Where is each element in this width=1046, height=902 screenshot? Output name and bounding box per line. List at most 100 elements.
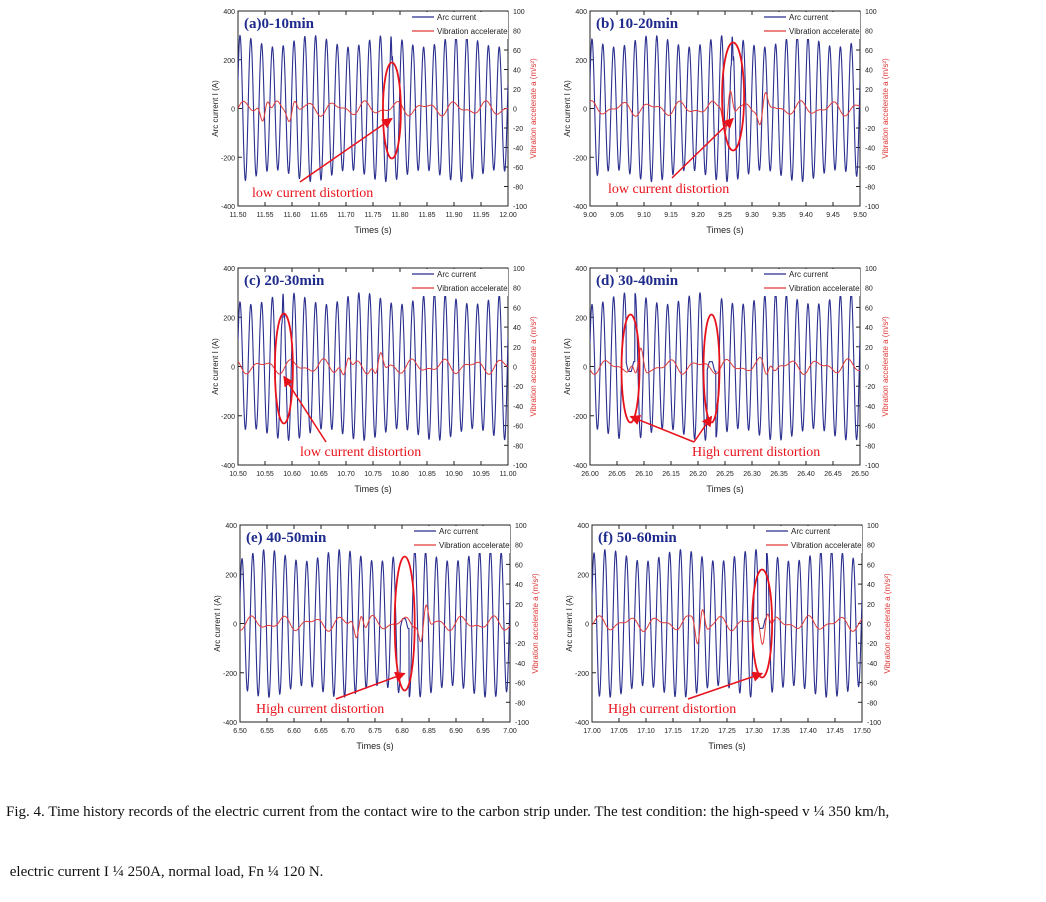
legend-arc-label: Arc current: [437, 270, 477, 279]
x-tick-label: 26.20: [689, 471, 707, 478]
vibration-line: [238, 352, 508, 376]
x-tick-label: 7.00: [503, 728, 517, 735]
y-left-tick-label: 400: [577, 523, 589, 530]
x-tick-label: 11.65: [311, 212, 328, 219]
x-tick-label: 17.10: [637, 728, 655, 735]
y-left-axis-label: Arc current I (A): [211, 338, 220, 395]
x-tick-label: 10.80: [391, 471, 409, 478]
y-right-tick-label: -60: [513, 424, 523, 431]
chart-panel-3: 10.50 10.55 10.60 10.65 10.70 10.75 10.80 10.85…: [211, 266, 538, 494]
arc-current-line: [238, 292, 508, 442]
y-right-tick-label: 60: [865, 305, 873, 312]
x-tick-label: 17.15: [664, 728, 682, 735]
x-tick-label: 26.45: [824, 471, 842, 478]
y-right-tick-label: -20: [867, 641, 877, 648]
y-left-tick-label: 0: [583, 107, 587, 114]
y-right-tick-label: 20: [513, 345, 521, 352]
y-left-tick-label: 400: [575, 266, 587, 273]
legend-arc-label: Arc current: [789, 13, 829, 22]
y-right-tick-label: 20: [867, 602, 875, 609]
y-right-tick-label: 20: [513, 87, 521, 94]
x-tick-label: 11.60: [284, 212, 301, 219]
y-right-tick-label: 60: [865, 48, 873, 55]
x-tick-label: 26.25: [716, 471, 734, 478]
caption-line-1: Fig. 4. Time history records of the elec…: [6, 804, 890, 820]
x-axis-label: Times (s): [354, 484, 391, 494]
y-left-tick-label: 200: [575, 58, 587, 65]
y-right-tick-label: 40: [513, 325, 521, 332]
legend-arc-label: Arc current: [437, 13, 477, 22]
y-right-axis-label: Vibration accelerate a (m/s²): [529, 316, 538, 417]
x-tick-label: 11.80: [392, 212, 409, 219]
y-left-tick-label: 200: [225, 572, 237, 579]
y-left-tick-label: 0: [233, 622, 237, 629]
annotation-arrow: [283, 375, 327, 443]
x-tick-label: 26.00: [581, 471, 599, 478]
legend-vib-label: Vibration accelerate: [789, 284, 860, 293]
y-right-tick-label: 100: [865, 266, 877, 273]
x-tick-label: 26.30: [743, 471, 761, 478]
y-right-tick-label: -80: [865, 185, 875, 192]
annotation-arrow: [687, 671, 764, 700]
y-right-tick-label: -20: [865, 126, 875, 133]
y-right-tick-label: -40: [513, 146, 523, 153]
x-tick-label: 11.75: [365, 212, 382, 219]
arc-current-line: [592, 548, 862, 698]
y-right-tick-label: 0: [513, 107, 517, 114]
vibration-line: [590, 347, 860, 375]
x-tick-label: 9.40: [799, 212, 813, 219]
x-tick-label: 6.90: [449, 728, 463, 735]
legend-arc-label: Arc current: [439, 527, 479, 536]
y-left-tick-label: 400: [223, 9, 235, 16]
x-tick-label: 6.75: [368, 728, 382, 735]
legend-vib-label: Vibration accelerate: [439, 541, 510, 550]
y-right-tick-label: -100: [867, 720, 881, 727]
y-right-tick-label: -60: [513, 165, 523, 172]
x-tick-label: 17.50: [853, 728, 871, 735]
y-left-axis-label: Arc current I (A): [565, 595, 574, 652]
annotation-arrow: [299, 117, 393, 183]
y-right-tick-label: 20: [865, 87, 873, 94]
distortion-ellipse: [273, 312, 294, 425]
x-tick-label: 26.35: [770, 471, 788, 478]
x-tick-label: 10.60: [283, 471, 301, 478]
x-tick-label: 9.35: [772, 212, 786, 219]
x-tick-label: 17.40: [799, 728, 817, 735]
x-tick-label: 12.00: [499, 212, 517, 219]
y-left-tick-label: 0: [231, 365, 235, 372]
y-right-tick-label: -40: [513, 404, 523, 411]
x-tick-label: 9.00: [583, 212, 597, 219]
x-tick-label: 11.85: [419, 212, 436, 219]
caption-line-2: electric current I ¼ 250A, normal load, …: [6, 864, 324, 880]
x-tick-label: 9.10: [637, 212, 651, 219]
y-left-tick-label: -200: [575, 671, 589, 678]
annotation-label: low current distortion: [300, 445, 421, 460]
x-tick-label: 10.65: [310, 471, 328, 478]
y-right-tick-label: 40: [515, 582, 523, 589]
y-right-tick-label: -20: [513, 126, 523, 133]
x-tick-label: 9.50: [853, 212, 867, 219]
y-left-tick-label: -400: [221, 204, 235, 211]
x-tick-label: 10.75: [364, 471, 382, 478]
y-right-tick-label: -80: [867, 700, 877, 707]
y-left-axis-label: Arc current I (A): [211, 80, 220, 137]
x-tick-label: 26.50: [851, 471, 869, 478]
x-axis-label: Times (s): [706, 484, 743, 494]
y-right-tick-label: 40: [867, 582, 875, 589]
x-tick-label: 17.30: [745, 728, 763, 735]
y-left-tick-label: -200: [223, 671, 237, 678]
y-left-tick-label: 400: [225, 523, 237, 530]
chart-panel-1: 11.50 11.55 11.60 11.65 11.70 11.75 11.80 11.85…: [211, 9, 538, 235]
y-right-tick-label: 60: [867, 562, 875, 569]
x-tick-label: 11.70: [338, 212, 355, 219]
x-tick-label: 6.55: [260, 728, 274, 735]
y-left-tick-label: -400: [223, 720, 237, 727]
y-right-tick-label: -40: [515, 661, 525, 668]
x-tick-label: 11.55: [257, 212, 274, 219]
y-right-tick-label: 80: [515, 543, 523, 550]
y-left-tick-label: -400: [573, 204, 587, 211]
annotation-arrow: [335, 671, 406, 700]
y-left-tick-label: 0: [585, 622, 589, 629]
x-tick-label: 17.45: [826, 728, 844, 735]
y-left-axis-label: Arc current I (A): [563, 338, 572, 395]
